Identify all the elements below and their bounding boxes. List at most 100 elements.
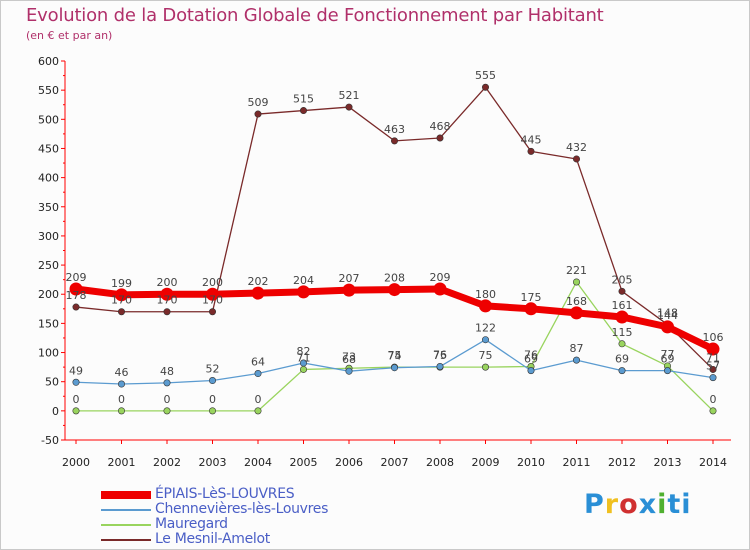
y-tick-label: 50 (45, 376, 59, 389)
data-label-mauregard: 77 (661, 348, 675, 361)
logo-letter: t (667, 489, 682, 520)
data-label-mauregard: 73 (342, 350, 356, 363)
data-point-chennevieres (572, 356, 580, 364)
data-point-mesnil-amelot (254, 110, 262, 118)
data-point-mesnil-amelot (345, 103, 353, 111)
data-point-epiais (297, 285, 310, 299)
y-tick-label: 600 (38, 55, 59, 68)
data-point-epiais (115, 288, 128, 302)
y-tick-label: 350 (38, 201, 59, 214)
data-label-epiais: 161 (612, 299, 633, 312)
data-point-mesnil-amelot (709, 365, 717, 373)
x-tick-label: 2002 (153, 456, 181, 469)
x-tick-label: 2013 (654, 456, 682, 469)
legend-label: Le Mesnil-Amelot (155, 531, 270, 547)
data-label-mauregard: 0 (209, 393, 216, 406)
y-tick-label: 300 (38, 230, 59, 243)
data-point-epiais (342, 283, 356, 297)
data-point-chennevieres (663, 367, 671, 375)
logo-letter: P (584, 489, 605, 520)
data-label-epiais: 175 (521, 291, 542, 304)
x-tick-label: 2012 (608, 456, 636, 469)
data-label-mauregard: 0 (710, 393, 717, 406)
data-label-mesnil-amelot: 148 (657, 307, 678, 320)
data-point-mesnil-amelot (527, 147, 535, 155)
data-label-mauregard: 75 (479, 349, 493, 362)
data-labels-layer: 178 170 170 170 509 515 521 463 468 555 445 432 205 1… (66, 69, 724, 406)
legend-label: Chennevières-lès-Louvres (155, 501, 329, 517)
data-point-epiais (160, 287, 174, 301)
data-label-chennevieres: 57 (706, 360, 720, 373)
data-label-epiais: 207 (339, 272, 360, 285)
data-label-epiais: 144 (657, 309, 678, 322)
data-label-mauregard: 75 (433, 349, 447, 362)
data-label-mauregard: 115 (612, 326, 633, 339)
data-point-chennevieres (118, 380, 126, 388)
logo-letter: r (604, 489, 620, 520)
data-label-mesnil-amelot: 463 (384, 123, 405, 136)
data-point-epiais (206, 287, 219, 301)
data-point-chennevieres (209, 377, 217, 385)
data-label-mesnil-amelot: 509 (248, 96, 269, 109)
data-point-mesnil-amelot (72, 303, 80, 311)
data-point-mauregard (481, 363, 489, 371)
legend-swatch (101, 491, 151, 499)
data-point-mesnil-amelot (390, 137, 398, 145)
data-label-epiais: 199 (111, 277, 132, 290)
legend-label: ÉPIAIS-LèS-LOUVRES (155, 486, 295, 502)
data-point-mauregard (72, 407, 80, 415)
x-tick-label: 2004 (244, 456, 272, 469)
data-label-mauregard: 75 (388, 349, 402, 362)
data-point-mauregard (254, 407, 262, 415)
data-label-epiais: 106 (703, 331, 724, 344)
x-tick-label: 2008 (426, 456, 454, 469)
data-point-chennevieres (254, 370, 262, 378)
data-label-chennevieres: 49 (69, 364, 83, 377)
data-label-mauregard: 0 (118, 393, 125, 406)
x-tick-label: 2007 (381, 456, 409, 469)
data-label-mesnil-amelot: 521 (339, 89, 360, 102)
data-label-chennevieres: 69 (661, 353, 675, 366)
data-label-mesnil-amelot: 170 (157, 294, 178, 307)
data-label-mesnil-amelot: 515 (293, 93, 314, 106)
data-point-chennevieres (618, 367, 626, 375)
data-point-epiais (615, 310, 629, 324)
x-tick-label: 2010 (517, 456, 545, 469)
data-label-chennevieres: 52 (206, 363, 220, 376)
data-label-mesnil-amelot: 468 (430, 120, 451, 133)
y-tick-label: 0 (52, 405, 59, 418)
data-point-mauregard (709, 407, 717, 415)
data-label-epiais: 202 (248, 275, 269, 288)
x-tick-label: 2014 (699, 456, 727, 469)
data-label-mesnil-amelot: 71 (706, 351, 720, 364)
data-point-mauregard (209, 407, 217, 415)
data-point-epiais (479, 299, 492, 313)
data-point-epiais (661, 320, 674, 334)
data-label-chennevieres: 69 (615, 353, 629, 366)
data-label-chennevieres: 82 (297, 345, 311, 358)
data-point-chennevieres (527, 367, 535, 375)
data-label-chennevieres: 76 (433, 349, 447, 362)
data-label-chennevieres: 87 (570, 342, 584, 355)
data-label-mesnil-amelot: 178 (66, 289, 87, 302)
legend-label: Mauregard (155, 516, 228, 532)
data-label-chennevieres: 68 (342, 353, 356, 366)
data-point-epiais (706, 342, 720, 356)
data-point-epiais (524, 302, 538, 316)
data-point-mauregard (618, 340, 626, 348)
data-point-mesnil-amelot (118, 308, 126, 316)
logo-letter: i (681, 489, 692, 520)
data-point-epiais (388, 283, 401, 297)
data-label-epiais: 209 (66, 271, 87, 284)
data-point-mesnil-amelot (481, 83, 489, 91)
logo-letter: x (638, 489, 658, 520)
x-tick-label: 2005 (290, 456, 318, 469)
data-point-chennevieres (163, 379, 171, 387)
data-label-mesnil-amelot: 555 (475, 69, 496, 82)
data-point-mauregard (118, 407, 126, 415)
data-point-mesnil-amelot (163, 308, 171, 316)
x-tick-label: 2006 (335, 456, 363, 469)
data-label-epiais: 209 (430, 271, 451, 284)
data-label-mesnil-amelot: 205 (612, 273, 633, 286)
